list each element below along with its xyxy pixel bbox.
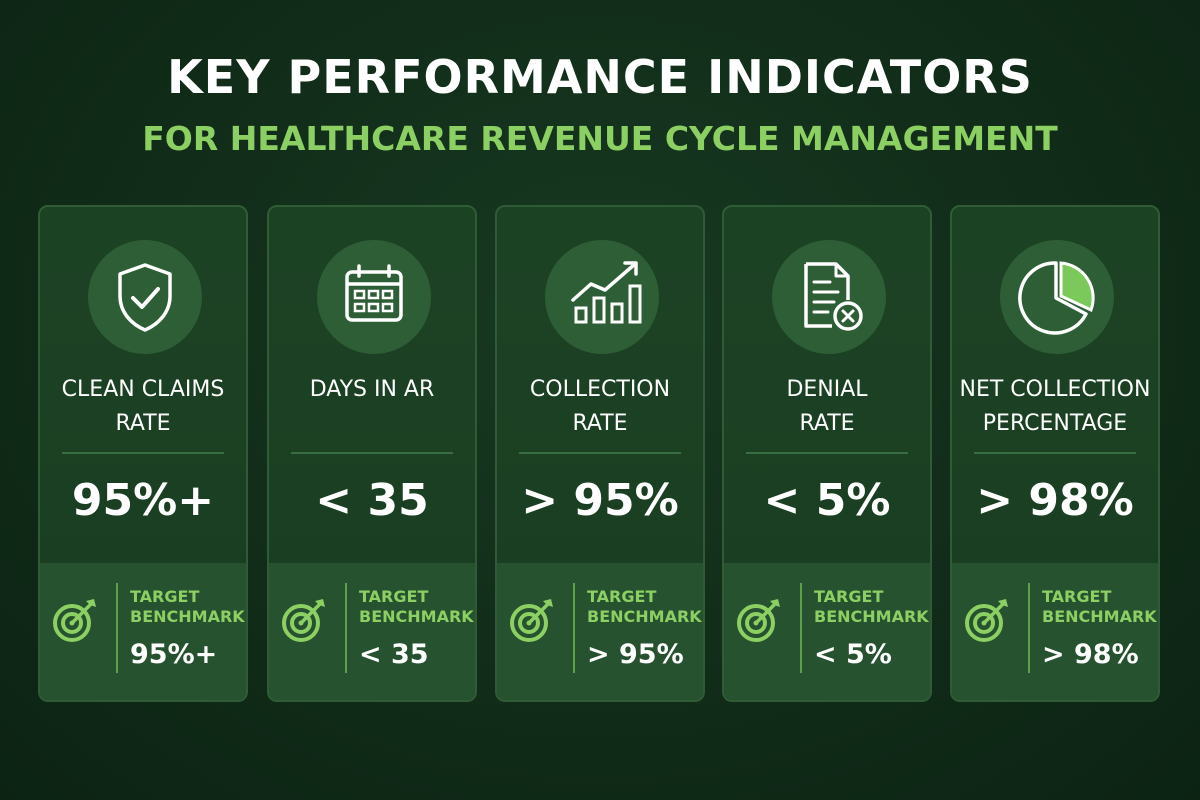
kpi-card-collection-rate: COLLECTION RATE > 95% TARGET BENCHMARK >… (495, 205, 705, 702)
target-panel: TARGET BENCHMARK < 35 (269, 563, 475, 700)
target-separator (573, 583, 575, 673)
target-separator (1028, 583, 1030, 673)
target-icon (965, 599, 1008, 642)
divider (62, 452, 224, 454)
target-label: TARGET BENCHMARK (814, 587, 929, 626)
target-panel: TARGET BENCHMARK > 95% (497, 563, 703, 700)
target-panel: TARGET BENCHMARK < 5% (724, 563, 930, 700)
metric-value: < 35 (315, 475, 429, 526)
kpi-card-clean-claims: CLEAN CLAIMS RATE 95%+ TARGET BENCHMARK … (38, 205, 248, 702)
target-label: TARGET BENCHMARK (130, 587, 245, 626)
target-value: > 95% (587, 639, 684, 670)
divider (746, 452, 908, 454)
kpi-card-net-collection: NET COLLECTION PERCENTAGE > 98% TARGET B… (950, 205, 1160, 702)
target-label: TARGET BENCHMARK (359, 587, 474, 626)
trending-chart-icon (545, 240, 659, 354)
target-label: TARGET BENCHMARK (587, 587, 702, 626)
metric-value: 95%+ (71, 475, 215, 526)
calendar-icon (317, 240, 431, 354)
pie-chart-icon (1000, 240, 1114, 354)
target-panel: TARGET BENCHMARK 95%+ (40, 563, 246, 700)
divider (291, 452, 453, 454)
denied-document-icon (772, 240, 886, 354)
target-value: > 98% (1042, 639, 1139, 670)
target-icon (53, 599, 96, 642)
page-subtitle: FOR HEALTHCARE REVENUE CYCLE MANAGEMENT (142, 119, 1058, 158)
target-value: < 5% (814, 639, 892, 670)
shield-check-icon (88, 240, 202, 354)
metric-value: > 98% (976, 475, 1134, 526)
target-icon (282, 599, 325, 642)
metric-label: CLEAN CLAIMS RATE (61, 377, 225, 436)
kpi-card-denial-rate: DENIAL RATE < 5% TARGET BENCHMARK < 5% (722, 205, 932, 702)
target-label: TARGET BENCHMARK (1042, 587, 1157, 626)
metric-label: DAYS IN AR (309, 377, 435, 402)
target-separator (116, 583, 118, 673)
target-separator (800, 583, 802, 673)
target-icon (737, 599, 780, 642)
metric-value: > 95% (521, 475, 679, 526)
metric-label: DENIAL RATE (786, 377, 868, 436)
metric-value: < 5% (763, 475, 891, 526)
target-value: 95%+ (130, 639, 218, 670)
target-value: < 35 (359, 639, 429, 670)
divider (974, 452, 1136, 454)
kpi-card-days-in-ar: DAYS IN AR < 35 TARGET BENCHMARK < 35 (267, 205, 477, 702)
metric-label: NET COLLECTION PERCENTAGE (959, 377, 1151, 436)
metric-label: COLLECTION RATE (529, 377, 671, 436)
target-separator (345, 583, 347, 673)
kpi-cards: CLEAN CLAIMS RATE 95%+ TARGET BENCHMARK … (38, 205, 1162, 702)
target-panel: TARGET BENCHMARK > 98% (952, 563, 1158, 700)
target-icon (510, 599, 553, 642)
page-title: KEY PERFORMANCE INDICATORS (167, 50, 1033, 104)
divider (519, 452, 681, 454)
